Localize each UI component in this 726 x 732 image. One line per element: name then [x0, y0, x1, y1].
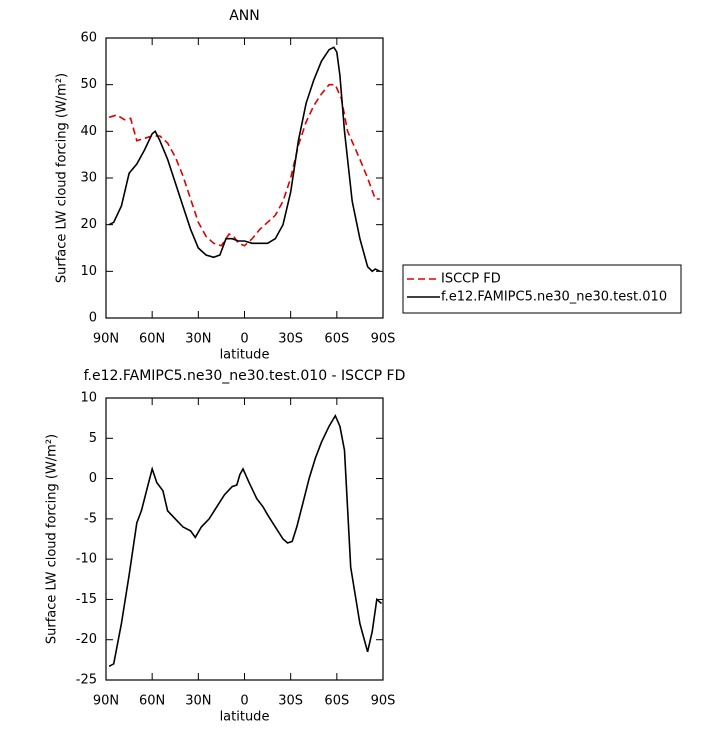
- y-axis-label: Surface LW cloud forcing (W/m²): [55, 73, 70, 283]
- x-tick-label: 60S: [324, 332, 349, 347]
- data-line: [108, 46, 381, 273]
- x-tick-label: 60S: [324, 694, 349, 709]
- y-tick-label: 60: [80, 31, 97, 46]
- x-axis-label: latitude: [220, 348, 270, 363]
- x-tick-label: 30N: [185, 332, 211, 347]
- chart-title: f.e12.FAMIPC5.ne30_ne30.test.010 - ISCCP…: [84, 368, 406, 384]
- data-line: [108, 83, 380, 247]
- x-tick-label: 90N: [93, 332, 119, 347]
- data-line: [108, 413, 383, 668]
- y-tick-label: 20: [80, 217, 97, 232]
- y-tick-label: -10: [76, 552, 97, 567]
- x-tick-label: 0: [240, 332, 248, 347]
- x-tick-label: 0: [240, 694, 248, 709]
- plot-frame: [105, 37, 384, 319]
- legend-box: [402, 264, 682, 314]
- y-tick-label: 0: [89, 471, 97, 486]
- x-tick-label: 60N: [139, 332, 165, 347]
- y-tick-label: 50: [80, 77, 97, 92]
- x-tick-label: 90S: [371, 332, 396, 347]
- y-tick-label: 40: [80, 124, 97, 139]
- plot-frame: [105, 397, 384, 681]
- y-tick-label: -15: [76, 592, 97, 607]
- x-tick-label: 90N: [93, 694, 119, 709]
- chart-title: ANN: [229, 8, 260, 24]
- x-tick-label: 30N: [185, 694, 211, 709]
- x-tick-label: 60N: [139, 694, 165, 709]
- x-tick-label: 90S: [371, 694, 396, 709]
- x-axis-label: latitude: [220, 710, 270, 725]
- x-tick-label: 30S: [278, 694, 303, 709]
- y-tick-label: 30: [80, 171, 97, 186]
- legend-label: ISCCP FD: [441, 272, 501, 287]
- legend-label: f.e12.FAMIPC5.ne30_ne30.test.010: [441, 290, 667, 305]
- x-tick-label: 30S: [278, 332, 303, 347]
- y-tick-label: 10: [80, 391, 97, 406]
- y-tick-label: 10: [80, 264, 97, 279]
- y-tick-label: -25: [76, 673, 97, 688]
- y-axis-label: Surface LW cloud forcing (W/m²): [45, 434, 60, 644]
- y-tick-label: 5: [89, 431, 97, 446]
- y-tick-label: 0: [89, 311, 97, 326]
- y-tick-label: -20: [76, 632, 97, 647]
- y-tick-label: -5: [84, 511, 97, 526]
